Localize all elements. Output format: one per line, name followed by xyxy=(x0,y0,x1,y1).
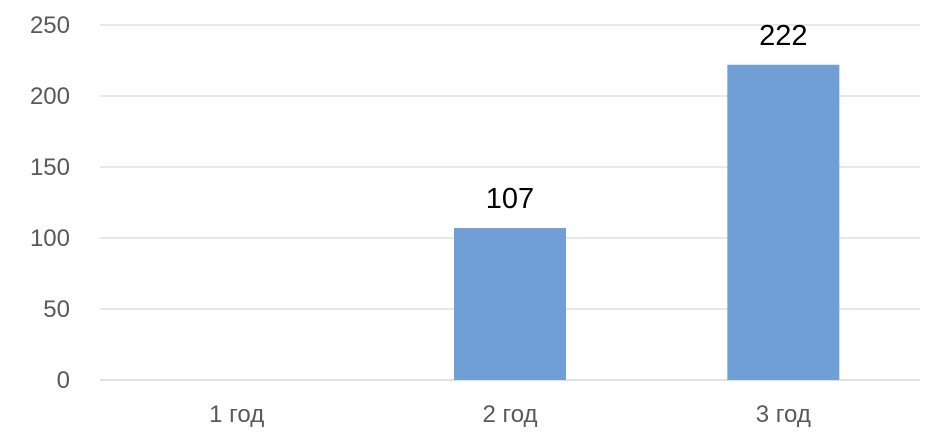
y-tick-label: 50 xyxy=(43,296,70,323)
x-tick-label: 2 год xyxy=(482,401,537,428)
data-labels: 107 222 xyxy=(486,20,808,215)
data-label: 222 xyxy=(759,20,807,52)
x-axis-tick-labels: 1 год 2 год 3 год xyxy=(209,401,811,428)
bars xyxy=(454,64,840,380)
y-tick-label: 200 xyxy=(30,83,70,110)
y-tick-label: 250 xyxy=(30,12,70,39)
x-tick-label: 3 год xyxy=(756,401,811,428)
data-label: 107 xyxy=(486,183,534,215)
y-tick-label: 0 xyxy=(57,367,70,394)
y-axis-tick-labels: 0 50 100 150 200 250 xyxy=(30,12,70,394)
bar xyxy=(454,228,566,380)
y-tick-label: 100 xyxy=(30,225,70,252)
bar xyxy=(727,64,840,380)
y-tick-label: 150 xyxy=(30,154,70,181)
x-tick-label: 1 год xyxy=(209,401,264,428)
